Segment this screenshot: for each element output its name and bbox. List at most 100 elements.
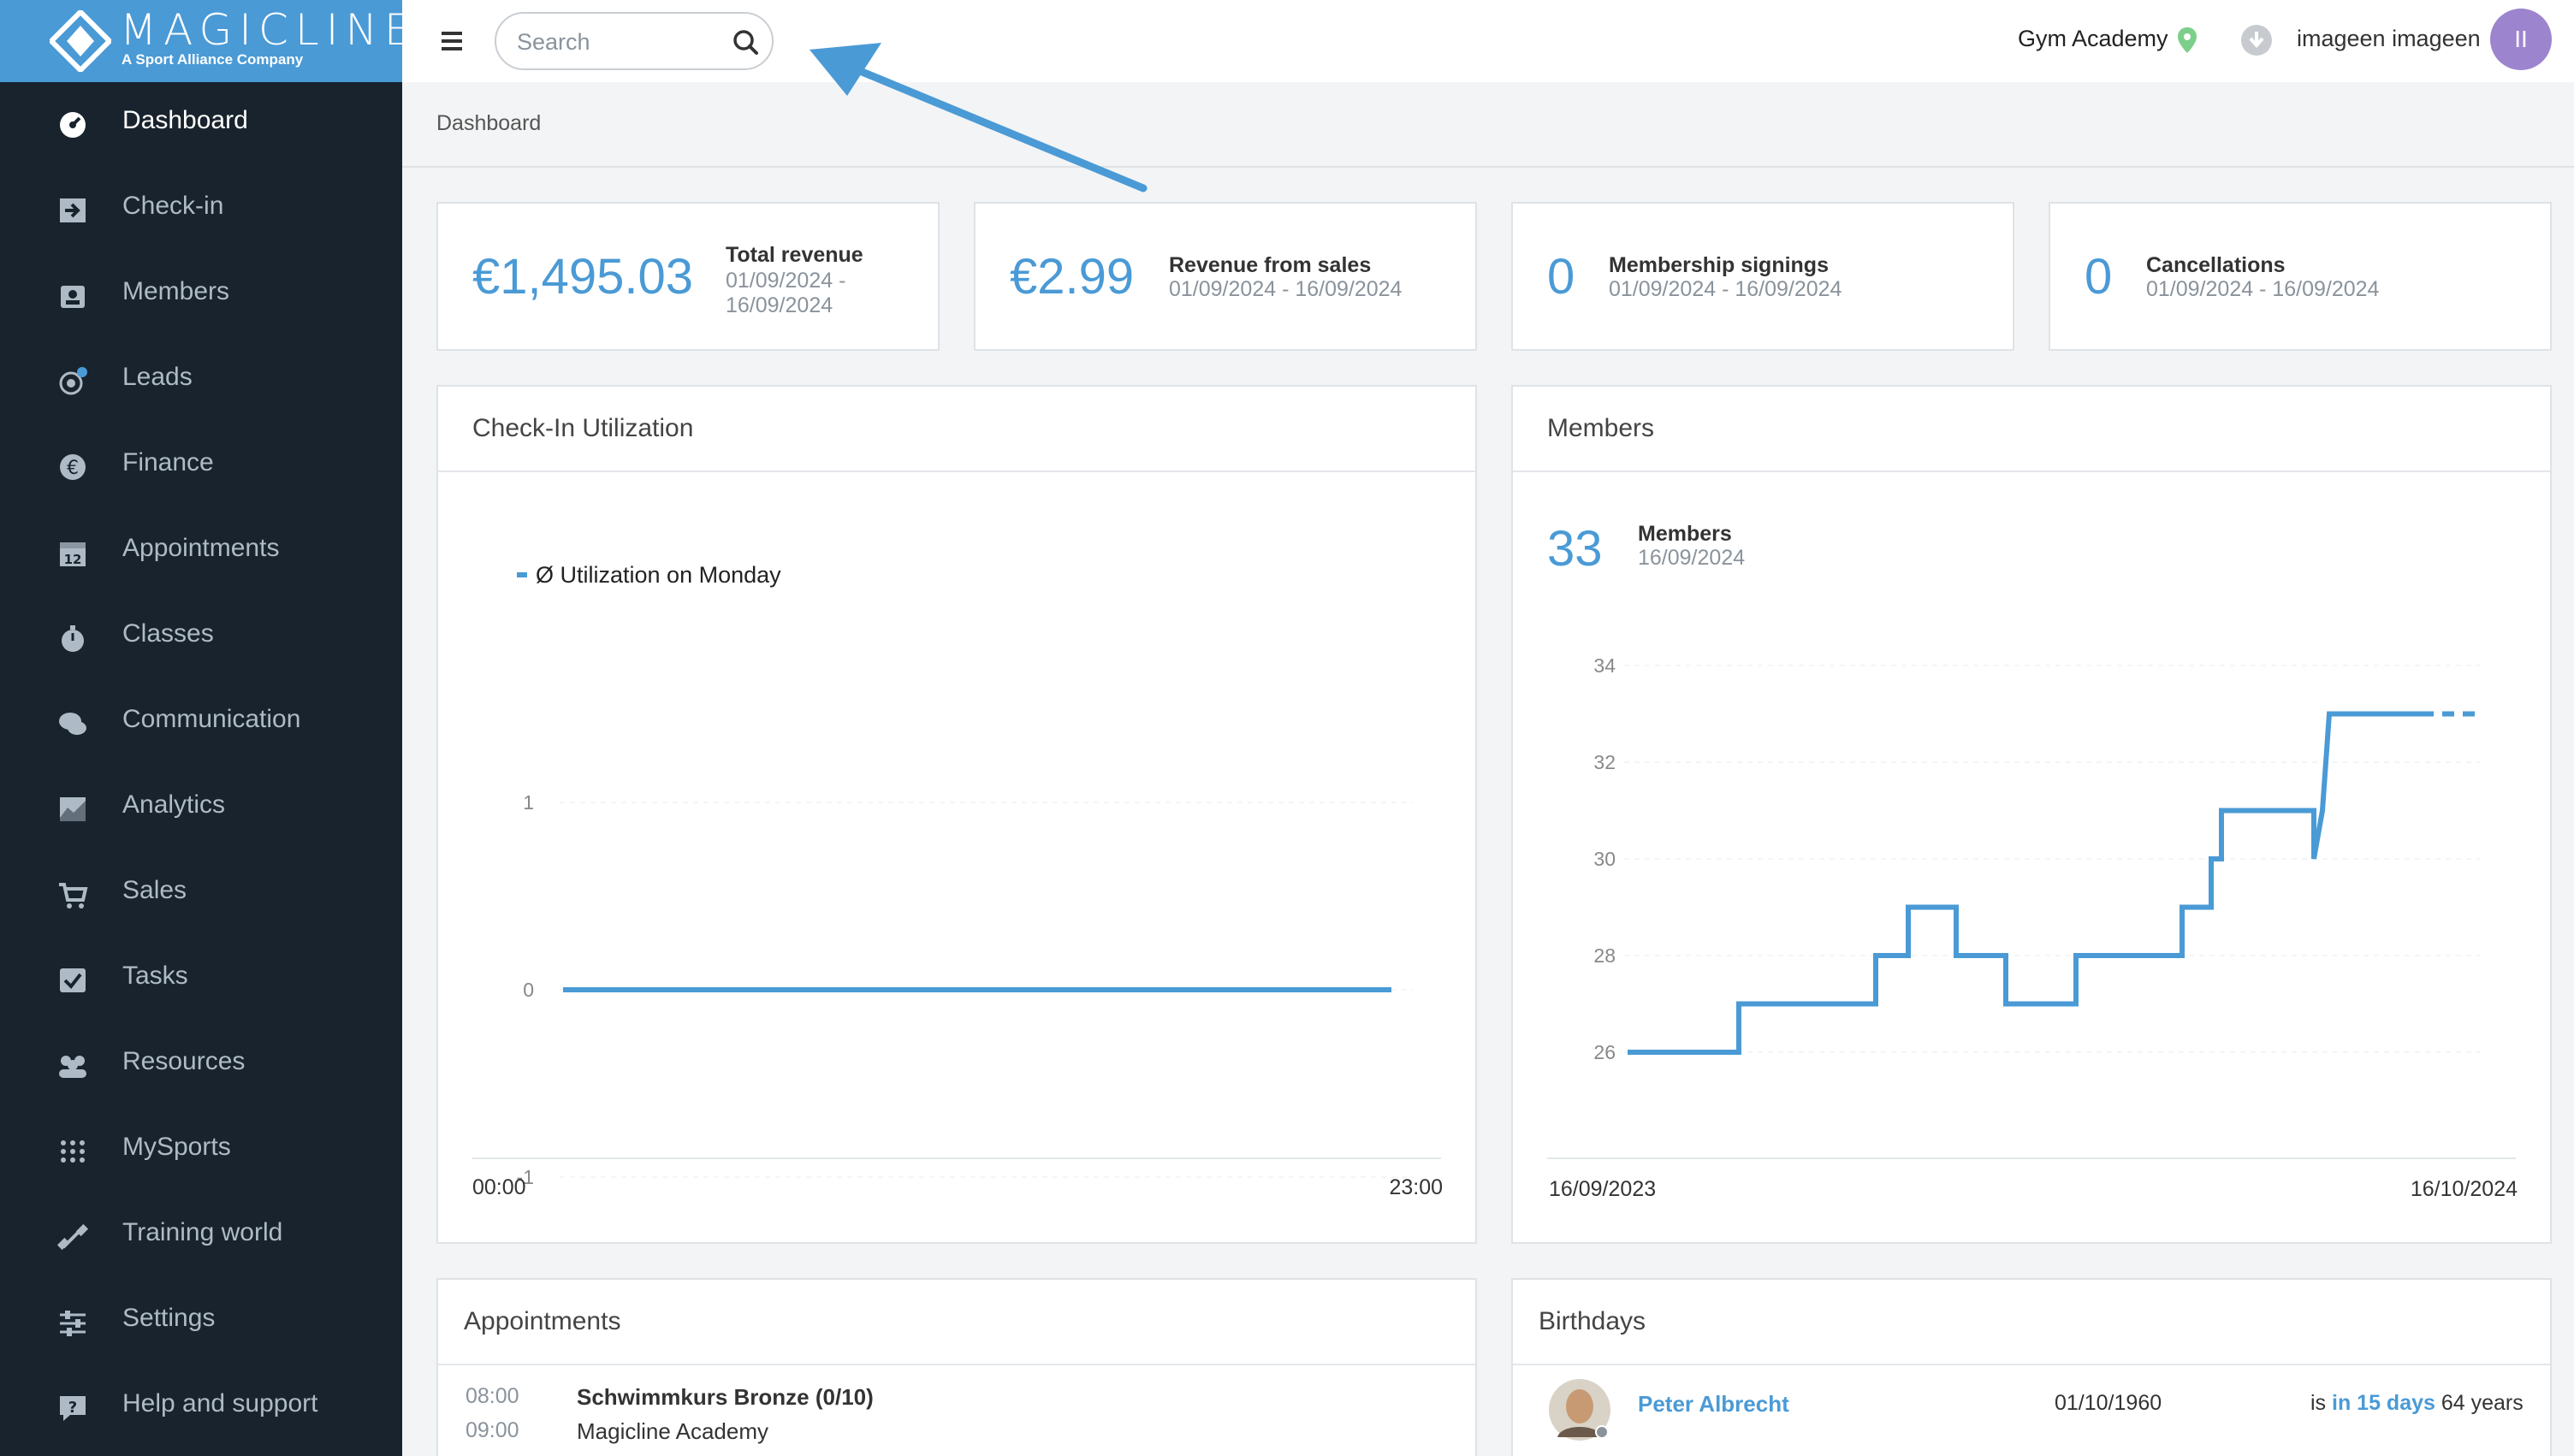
sidebar-item-leads[interactable]: Leads: [0, 339, 402, 424]
dumbbell-icon: [56, 1223, 89, 1251]
sidebar-item-label: Analytics: [122, 790, 226, 819]
members-icon: [61, 286, 85, 308]
chat-icon: [59, 713, 86, 735]
breadcrumb: Dashboard: [402, 82, 2574, 168]
breadcrumb-current: Dashboard: [436, 111, 542, 135]
sidebar-item-finance[interactable]: € Finance: [0, 424, 402, 510]
sidebar-item-sales[interactable]: Sales: [0, 852, 402, 938]
check-in-icon: [60, 198, 86, 222]
brand-name: MAGICLINE: [120, 5, 418, 55]
panel-title: Birthdays: [1539, 1307, 1646, 1335]
sidebar-item-dashboard[interactable]: Dashboard: [0, 82, 402, 168]
cart-icon: [59, 883, 88, 909]
x-tick-label: 00:00: [472, 1175, 526, 1199]
birthday-member-name[interactable]: Peter Albrecht: [1638, 1391, 1789, 1417]
appointment-end: 09:00: [466, 1418, 519, 1442]
hamburger-menu-icon[interactable]: [438, 26, 469, 56]
logo[interactable]: MAGICLINE A Sport Alliance Company: [0, 0, 411, 82]
panel-header: Appointments: [438, 1280, 1475, 1365]
grid-dots-icon: [61, 1140, 85, 1163]
legend-swatch: [517, 572, 527, 577]
sidebar-item-members[interactable]: Members: [0, 253, 402, 339]
topbar: Gym Academy imageen imageen II: [402, 0, 2574, 82]
y-tick-label: 30: [1593, 848, 1616, 870]
panel-title: Members: [1547, 414, 1655, 442]
sidebar-item-analytics[interactable]: Analytics: [0, 766, 402, 852]
sidebar-item-check-in[interactable]: Check-in: [0, 168, 402, 253]
panel-header: Check-In Utilization: [438, 387, 1475, 472]
avatar[interactable]: II: [2490, 9, 2552, 70]
checkbox-icon: [60, 968, 86, 992]
sidebar-item-label: Classes: [122, 619, 214, 648]
member-photo[interactable]: [1547, 1377, 1612, 1442]
svg-text:?: ?: [68, 1399, 77, 1417]
brand-tagline: A Sport Alliance Company: [122, 51, 304, 68]
x-tick-label: 16/09/2023: [1549, 1177, 1656, 1201]
x-tick-label: 23:00: [1389, 1175, 1443, 1199]
kpi-date: 01/09/2024 - 16/09/2024: [726, 269, 846, 317]
kpi-cancellations[interactable]: 0 Cancellations 01/09/2024 - 16/09/2024: [2049, 202, 2552, 351]
y-tick-label: 0: [523, 979, 534, 1001]
sidebar-item-label: Resources: [122, 1047, 246, 1075]
download-icon[interactable]: [2240, 24, 2273, 56]
x-tick-label: 16/10/2024: [2411, 1177, 2518, 1201]
studio-selector[interactable]: Gym Academy: [2018, 26, 2168, 51]
members-panel: Members 33 Members 16/09/2024 34 32 30 28 26…: [1511, 385, 2552, 1244]
help-icon: ?: [60, 1396, 86, 1421]
appointment-item[interactable]: 08:00 09:00 Schwimmkurs Bronze (0/10) Ma…: [438, 1365, 1475, 1456]
people-icon: [59, 1056, 86, 1078]
sidebar-item-tasks[interactable]: Tasks: [0, 938, 402, 1023]
members-chart: 34 32 30 28 26 16/09/2023 16/10/2024: [1547, 654, 2518, 1201]
sidebar-item-appointments[interactable]: 12 Appointments: [0, 510, 402, 595]
sidebar-item-label: Training world: [122, 1218, 283, 1246]
sidebar-item-label: Members: [122, 277, 230, 305]
sidebar-item-label: Communication: [122, 705, 301, 733]
search-input[interactable]: [517, 26, 722, 58]
birthday-date: 01/10/1960: [2055, 1391, 2162, 1415]
checkin-utilization-panel: Check-In Utilization Ø Utilization on Mo…: [436, 385, 1477, 1244]
magicline-logo-icon: [50, 10, 111, 72]
members-count: 33: [1547, 521, 1603, 577]
sidebar-item-training-world[interactable]: Training world: [0, 1194, 402, 1280]
kpi-value: 0: [1547, 249, 1575, 305]
analytics-icon: [60, 797, 86, 821]
y-tick-label: 28: [1593, 944, 1616, 967]
kpi-membership-signings[interactable]: 0 Membership signings 01/09/2024 - 16/09…: [1511, 202, 2014, 351]
sidebar-item-resources[interactable]: Resources: [0, 1023, 402, 1109]
birthday-item: Peter Albrecht 01/10/1960 is in 15 days …: [1513, 1365, 2550, 1456]
svg-text:12: 12: [64, 552, 82, 567]
panel-title: Check-In Utilization: [472, 414, 694, 442]
sidebar-item-label: Dashboard: [122, 106, 248, 134]
dashboard-icon: [60, 112, 86, 138]
birthday-is-text: is: [2310, 1391, 2327, 1415]
location-pin-icon[interactable]: [2175, 26, 2199, 55]
sidebar-item-help-and-support[interactable]: ? Help and support: [0, 1365, 402, 1451]
birthday-age: 64 years: [2441, 1391, 2524, 1415]
stopwatch-icon: [62, 625, 84, 652]
kpi-title: Cancellations: [2146, 253, 2286, 277]
kpi-title: Membership signings: [1609, 253, 1829, 277]
members-label: Members: [1638, 522, 1732, 546]
user-name[interactable]: imageen imageen: [2297, 26, 2481, 51]
sidebar-item-mysports[interactable]: MySports: [0, 1109, 402, 1194]
sidebar: Dashboard Check-in Members Leads € Finance 12 A…: [0, 82, 402, 1456]
kpi-total-revenue[interactable]: €1,495.03 Total revenue 01/09/2024 - 16/…: [436, 202, 940, 351]
panel-header: Members: [1513, 387, 2550, 472]
y-tick-label: 1: [523, 791, 534, 814]
birthdays-panel: Birthdays Peter Albrecht 01/10/1960 is i…: [1511, 1278, 2552, 1456]
checkin-chart: Ø Utilization on Monday 1 0 -100:00 23:00: [472, 562, 1443, 1199]
kpi-date: 01/09/2024 - 16/09/2024: [1169, 277, 1403, 301]
search-icon[interactable]: [729, 26, 763, 60]
kpi-revenue-from-sales[interactable]: €2.99 Revenue from sales 01/09/2024 - 16…: [974, 202, 1477, 351]
sidebar-item-label: Help and support: [122, 1389, 318, 1418]
kpi-value: 0: [2085, 249, 2113, 305]
sidebar-item-label: Sales: [122, 876, 187, 904]
sidebar-item-communication[interactable]: Communication: [0, 681, 402, 766]
sidebar-item-settings[interactable]: Settings: [0, 1280, 402, 1365]
y-tick-label: -1: [517, 1166, 534, 1188]
sliders-icon: [60, 1311, 86, 1336]
kpi-date: 01/09/2024 - 16/09/2024: [1609, 277, 1842, 301]
series-line: [1628, 711, 2422, 1055]
sidebar-item-classes[interactable]: Classes: [0, 595, 402, 681]
kpi-value: €1,495.03: [472, 249, 694, 305]
